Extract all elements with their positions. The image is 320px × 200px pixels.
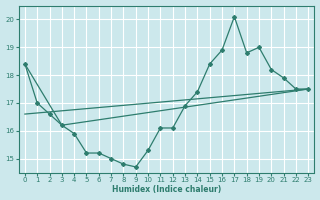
X-axis label: Humidex (Indice chaleur): Humidex (Indice chaleur) [112, 185, 221, 194]
